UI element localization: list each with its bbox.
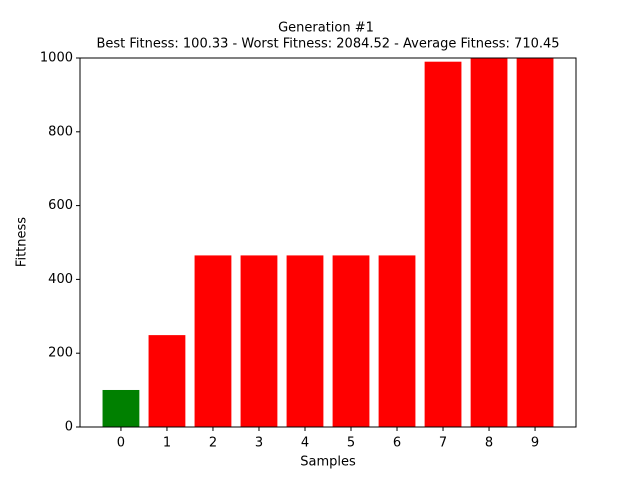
y-tick-label: 1000 — [40, 51, 73, 66]
x-tick-label: 8 — [485, 436, 493, 451]
bar — [424, 61, 462, 427]
y-tick-label: 400 — [48, 272, 73, 287]
bar — [240, 255, 278, 427]
bar — [194, 255, 232, 427]
x-tick-label: 5 — [347, 436, 355, 451]
y-axis-label: Fittness — [15, 217, 30, 267]
y-tick-label: 600 — [48, 198, 73, 213]
x-tick-label: 3 — [255, 436, 263, 451]
bar — [332, 255, 370, 427]
x-tick-label: 7 — [439, 436, 447, 451]
plot-area — [102, 58, 554, 427]
x-tick-label: 9 — [531, 436, 539, 451]
y-tick-label: 800 — [48, 124, 73, 139]
x-tick-label: 4 — [301, 436, 309, 451]
y-tick-label: 200 — [48, 346, 73, 361]
bar — [286, 255, 324, 427]
y-tick-label: 0 — [65, 420, 73, 435]
x-tick-label: 0 — [117, 436, 125, 451]
x-axis-label: Samples — [300, 455, 356, 470]
axes-frame — [79, 57, 577, 428]
bar — [378, 255, 416, 427]
bar — [102, 389, 140, 427]
x-tick-label: 6 — [393, 436, 401, 451]
bar — [470, 58, 508, 427]
x-tick-label: 1 — [163, 436, 171, 451]
chart-subtitle: Best Fitness: 100.33 - Worst Fitness: 20… — [96, 37, 559, 52]
x-tick-label: 2 — [209, 436, 217, 451]
bar — [148, 335, 186, 427]
bar — [516, 58, 554, 427]
chart-title: Generation #1 — [278, 21, 374, 36]
